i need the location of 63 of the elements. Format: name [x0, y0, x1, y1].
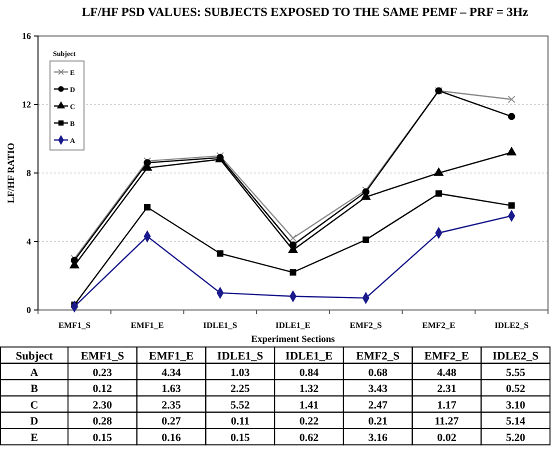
data-label: 5.14 [506, 416, 526, 428]
y-tick-label: 8 [26, 168, 32, 178]
text: C [30, 399, 38, 412]
data-label: 0.84 [299, 366, 320, 379]
y-tick-label: 12 [22, 99, 32, 110]
data-label: 4.48 [437, 366, 457, 379]
x-axis-title: Experiment Sections [251, 335, 336, 345]
data-label: 3.16 [368, 432, 388, 444]
data-label: 1.63 [162, 383, 182, 396]
data-label: 0.27 [162, 416, 182, 428]
data-label: 0.15 [230, 432, 250, 444]
data-label: 0.12 [92, 383, 113, 396]
data-label: 2.31 [437, 383, 456, 396]
text: E [30, 432, 38, 444]
data-label: 3.10 [506, 399, 526, 412]
text: Subject [16, 350, 53, 362]
category-label: EMF2_S [356, 350, 400, 362]
data-label: 0.22 [299, 416, 320, 428]
data-label: 0.28 [92, 416, 113, 428]
data-label: 1.41 [299, 399, 319, 412]
category-label: EMF1_E [148, 350, 194, 362]
x-tick-label: IDLE2_S [494, 320, 529, 330]
data-label: 0.11 [230, 416, 250, 428]
y-tick-label: 4 [26, 236, 32, 246]
data-label: 5.20 [506, 432, 526, 444]
x-tick-label: EMF2_E [422, 320, 456, 330]
chart-title: LF/HF PSD VALUES: SUBJECTS EXPOSED TO THE SAME PEMF – PRF = 3Hz [82, 5, 529, 19]
data-label: 2.30 [92, 399, 113, 412]
data-label: 2.47 [368, 399, 388, 412]
data-label: 2.35 [162, 399, 182, 412]
data-label: 0.62 [299, 432, 320, 444]
data-label: 1.17 [437, 399, 457, 412]
data-label: 0.23 [92, 366, 113, 379]
text: A [30, 366, 38, 379]
x-tick-label: IDLE1_S [203, 320, 238, 330]
x-tick-label: EMF2_S [350, 320, 382, 330]
x-tick-label: IDLE1_E [276, 320, 311, 330]
data-label: 4.34 [162, 366, 182, 379]
data-label: 2.25 [230, 383, 250, 396]
y-axis-title: LF/HF RATIO [7, 142, 17, 204]
data-label: 0.52 [506, 383, 526, 396]
category-label: IDLE1_E [285, 350, 333, 362]
category-label: IDLE1_S [217, 350, 264, 362]
y-tick-label: 0 [26, 304, 32, 315]
data-label: 0.02 [437, 432, 457, 444]
data-label: 11.27 [434, 416, 460, 428]
data-label: 0.21 [368, 416, 388, 428]
data-label: 1.32 [299, 383, 320, 396]
data-label: 0.68 [368, 366, 388, 379]
data-label: 0.15 [92, 432, 113, 444]
category-label: EMF2_E [424, 350, 470, 362]
data-label: 0.16 [162, 432, 182, 444]
text: B [30, 383, 39, 396]
category-label: IDLE2_S [492, 350, 539, 362]
data-label: 5.52 [230, 399, 250, 412]
data-label: 1.03 [230, 366, 250, 379]
data-label: 5.55 [506, 366, 526, 379]
text: D [30, 416, 38, 428]
x-tick-label: EMF1_E [130, 320, 164, 330]
category-label: EMF1_S [80, 350, 124, 362]
x-tick-label: EMF1_S [58, 320, 91, 330]
data-label: 3.43 [368, 383, 388, 396]
y-tick-label: 16 [22, 30, 32, 41]
